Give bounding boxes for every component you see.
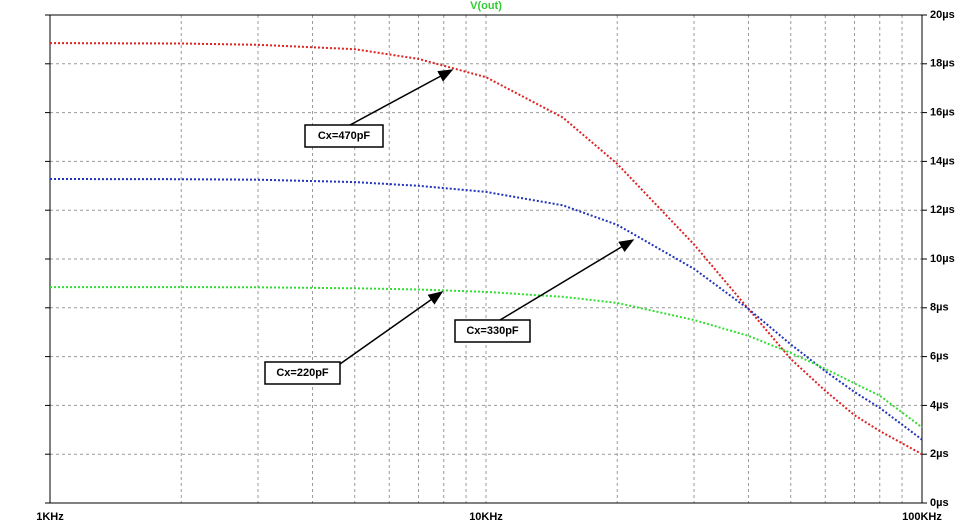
y-tick-label: 4µs	[930, 399, 949, 411]
y-tick-label: 8µs	[930, 302, 949, 314]
y-tick-label: 16µs	[930, 107, 955, 119]
series-line	[50, 286, 923, 429]
annotation-arrow	[339, 291, 444, 365]
annotation-label: Cx=330pF	[466, 325, 519, 337]
y-tick-label: 0µs	[930, 497, 949, 509]
annotation-label: Cx=220pF	[276, 367, 329, 379]
y-tick-label: 18µs	[930, 58, 955, 70]
y-tick-label: 20µs	[930, 9, 955, 21]
x-tick-label: 100KHz	[902, 511, 942, 523]
annotation-box	[454, 319, 531, 343]
y-tick-label: 6µs	[930, 351, 949, 363]
annotation-label: Cx=470pF	[318, 130, 371, 142]
x-tick-label: 1KHz	[36, 511, 64, 523]
y-tick-label: 2µs	[930, 448, 949, 460]
series-line	[49, 178, 923, 441]
chart-title: V(out)	[470, 0, 502, 12]
plot-frame	[49, 14, 923, 504]
y-tick-label: 10µs	[930, 253, 955, 265]
y-tick-label: 14µs	[930, 155, 955, 167]
annotation-box	[304, 124, 384, 148]
y-tick-label: 12µs	[930, 204, 955, 216]
x-tick-label: 10KHz	[469, 511, 503, 523]
annotation-box	[264, 361, 341, 385]
annotation-arrow	[349, 69, 454, 126]
series-line	[49, 42, 923, 456]
annotation-arrow	[499, 239, 635, 321]
